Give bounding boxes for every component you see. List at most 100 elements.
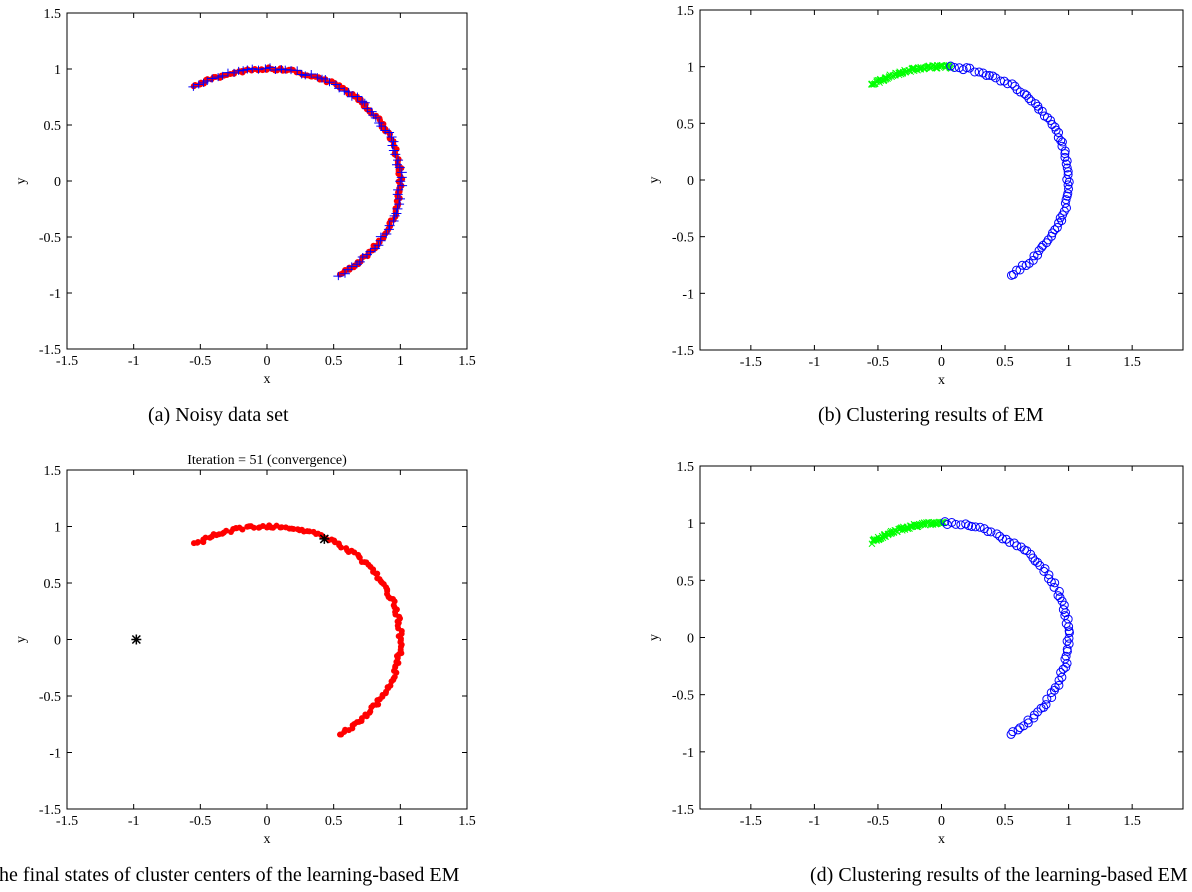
caption-a: (a) Noisy data set [148, 404, 289, 426]
y-tick-label: -0.5 [672, 689, 694, 704]
data-point-circle [1015, 265, 1025, 275]
x-axis-label: x [264, 832, 271, 847]
data-point-circle [1042, 694, 1052, 704]
data-point-circle [1051, 125, 1061, 135]
data-point-circle [1006, 729, 1016, 739]
x-tick-label: 0.5 [996, 355, 1014, 370]
data-point-circle [1064, 622, 1074, 632]
data-point-plus [352, 260, 363, 269]
data-point-plus [392, 190, 403, 199]
data-point-circle [1037, 242, 1047, 252]
data-point-plus [395, 177, 406, 186]
data-point-circle [1064, 628, 1074, 638]
data-point-circle [1054, 128, 1064, 138]
data-point-circle [991, 73, 1001, 83]
y-tick-label: 1.5 [44, 7, 62, 22]
data-point-plus [207, 74, 218, 83]
data-point-plus [376, 122, 387, 131]
data-point-circle [1023, 718, 1033, 728]
data-point-circle [1063, 180, 1073, 190]
data-point-plus [217, 71, 228, 80]
x-tick-label: -1.5 [740, 814, 762, 829]
data-point-circle [1012, 85, 1022, 95]
data-point-cross [881, 533, 888, 540]
x-tick-label: 0 [938, 814, 945, 829]
data-point-plus [300, 71, 311, 80]
chart-b: -1.5 -1 -0.5 0 0.5 1 1.5 -1.5 -1 -0.5 0 0.5 1 1.5 x y [647, 4, 1184, 388]
data-point-plus [394, 163, 405, 172]
data-point-plus [260, 64, 271, 73]
data-point-plus [320, 75, 331, 84]
x-axis-label: x [938, 373, 945, 388]
data-point-plus [394, 200, 405, 209]
data-point-circle [1046, 688, 1056, 698]
data-point-plus [396, 173, 407, 182]
data-point-circle [970, 67, 980, 77]
y-tick-label: 0 [687, 632, 694, 647]
data-point-circle [1062, 636, 1072, 646]
x-tick-label: -0.5 [867, 355, 889, 370]
data-point-plus [370, 244, 381, 253]
x-tick-label: 1.5 [1123, 355, 1141, 370]
data-point-plus [374, 119, 385, 128]
data-point-plus [193, 80, 204, 89]
data-point-circle [997, 534, 1007, 544]
y-tick-label: -1.5 [672, 803, 694, 818]
data-point-plus [359, 98, 370, 107]
data-point-circle [1029, 713, 1039, 723]
x-tick-label: -1.5 [56, 354, 78, 369]
data-point-circle [992, 529, 1002, 539]
y-tick-label: 1.5 [677, 4, 695, 19]
caption-b: (b) Clustering results of EM [818, 404, 1044, 426]
data-point-circle [1043, 235, 1053, 245]
data-point-circle [1039, 566, 1049, 576]
caption-c: (c) The final states of cluster centers … [0, 864, 460, 886]
data-point-dot [374, 570, 381, 577]
data-point-circle [940, 517, 950, 527]
data-point-circle [1047, 692, 1057, 702]
data-point-circle [951, 519, 961, 529]
y-tick-label: -0.5 [39, 690, 61, 705]
data-point-dot [337, 544, 344, 551]
data-point-circle [1046, 577, 1056, 587]
data-point-plus [388, 146, 399, 155]
data-point-circle [1054, 586, 1064, 596]
data-point-circle [1013, 725, 1023, 735]
y-tick-label: 0 [687, 174, 694, 189]
y-axis-label: y [647, 177, 662, 184]
data-point-plus [383, 225, 394, 234]
data-point-plus [324, 78, 335, 87]
data-point-circle [974, 67, 984, 77]
data-point-dot [202, 534, 209, 541]
data-point-plus [343, 87, 354, 96]
data-point-circle [1029, 251, 1039, 261]
data-point-plus [229, 68, 240, 77]
data-point-star [131, 634, 142, 645]
data-point-circle [1007, 79, 1017, 89]
x-tick-label: -1 [809, 355, 821, 370]
data-point-plus [392, 204, 403, 213]
data-point-circle [975, 522, 985, 532]
y-tick-label: 1 [54, 63, 61, 78]
data-point-circle [1034, 246, 1044, 256]
x-tick-label: -1 [809, 814, 821, 829]
y-axis-label: y [14, 636, 29, 643]
data-point-circle [1012, 541, 1022, 551]
data-point-plus [242, 65, 253, 74]
y-tick-label: -0.5 [39, 231, 61, 246]
data-point-circle [1056, 136, 1066, 146]
data-point-dot [223, 527, 230, 534]
data-point-plus [393, 156, 404, 165]
data-point-circle [1063, 170, 1073, 180]
data-point-plus [386, 133, 397, 142]
data-point-circle [1052, 223, 1062, 233]
data-point-circle [1057, 137, 1067, 147]
data-point-circle [1021, 261, 1031, 271]
x-tick-label: -0.5 [867, 814, 889, 829]
data-point-plus [384, 128, 395, 137]
data-point-circle [983, 527, 993, 537]
data-point-plus [292, 66, 303, 75]
data-point-dot [250, 524, 257, 531]
data-point-plus [357, 97, 368, 106]
data-point-dot [195, 538, 202, 545]
